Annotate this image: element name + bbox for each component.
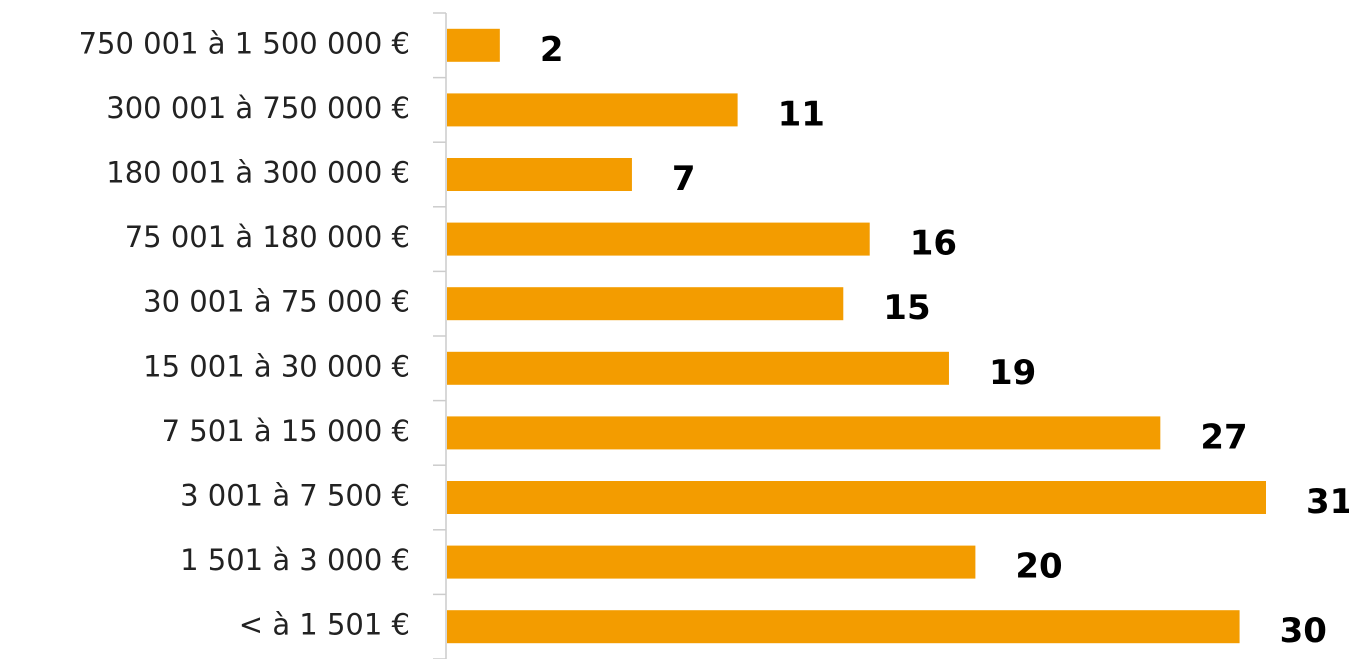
bar xyxy=(447,28,500,62)
y-tick-label: 7 501 à 15 000 € xyxy=(162,414,410,448)
y-tick-label: 3 001 à 7 500 € xyxy=(180,479,410,513)
bar xyxy=(447,416,1161,450)
y-tick-label: 15 001 à 30 000 € xyxy=(143,349,410,383)
value-label: 15 xyxy=(883,288,930,328)
y-tick-label: < à 1 501 € xyxy=(239,608,410,642)
bar xyxy=(447,545,976,579)
bar xyxy=(447,287,844,321)
y-tick-label: 75 001 à 180 000 € xyxy=(125,220,410,254)
value-label: 27 xyxy=(1200,417,1247,457)
value-label: 30 xyxy=(1280,611,1327,651)
value-label: 19 xyxy=(989,353,1036,393)
bar xyxy=(447,610,1240,644)
bar xyxy=(447,351,949,385)
bar xyxy=(447,481,1266,514)
bar xyxy=(447,222,870,256)
bar xyxy=(447,158,632,191)
y-tick-label: 750 001 à 1 500 000 € xyxy=(79,26,410,60)
value-label: 31 xyxy=(1306,482,1349,522)
value-label: 20 xyxy=(1015,547,1062,587)
value-label: 16 xyxy=(910,224,957,264)
value-label: 7 xyxy=(672,159,696,199)
value-label: 11 xyxy=(778,94,825,134)
y-tick-label: 300 001 à 750 000 € xyxy=(106,91,410,125)
bar xyxy=(447,93,738,127)
y-tick-label: 30 001 à 75 000 € xyxy=(143,285,410,319)
value-label: 2 xyxy=(540,30,564,70)
y-tick-label: 1 501 à 3 000 € xyxy=(180,543,410,577)
y-tick-label: 180 001 à 300 000 € xyxy=(106,156,410,190)
